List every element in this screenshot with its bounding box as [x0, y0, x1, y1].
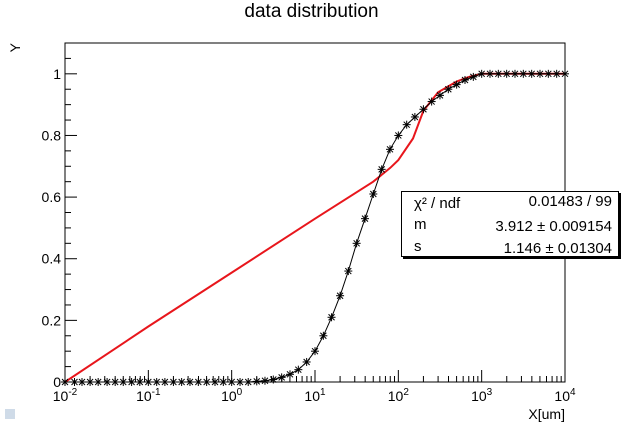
data-point-marker: [260, 376, 269, 385]
y-tick-label: 0: [53, 374, 61, 390]
data-point-marker: [502, 69, 511, 78]
data-point-marker: [444, 85, 453, 94]
s-value: 1.146 ± 0.01304: [503, 240, 612, 257]
data-point-marker: [477, 69, 486, 78]
data-point-marker: [402, 120, 411, 129]
s-label: s: [414, 238, 422, 255]
data-point-marker: [285, 370, 294, 379]
data-point-marker: [252, 377, 261, 386]
x-axis-label: X[um]: [528, 406, 565, 422]
x-tick-label: 100: [221, 387, 243, 404]
data-point-marker: [336, 291, 345, 300]
y-tick-label: 0.2: [42, 312, 62, 328]
data-point-marker: [469, 72, 478, 81]
y-axis-label: Y: [7, 42, 23, 52]
y-tick-label: 0.4: [42, 251, 62, 267]
data-point-marker: [377, 165, 386, 174]
data-point-marker: [527, 69, 536, 78]
data-point-marker: [294, 365, 303, 374]
data-point-marker: [352, 239, 361, 248]
data-point-marker: [385, 145, 394, 154]
m-label: m: [414, 216, 427, 233]
x-tick-label: 10-2: [53, 387, 78, 404]
data-point-marker: [311, 347, 319, 356]
x-tick-label: 104: [554, 387, 576, 404]
data-point-marker: [461, 75, 470, 84]
x-tick-label: 103: [471, 387, 493, 404]
y-tick-label: 0.6: [42, 189, 62, 205]
data-point-marker: [369, 190, 378, 199]
m-value: 3.912 ± 0.009154: [495, 218, 612, 235]
data-point-marker: [435, 91, 444, 100]
x-tick-label: 10-1: [136, 387, 161, 404]
data-point-marker: [519, 69, 528, 78]
data-point-marker: [544, 69, 553, 78]
data-point-marker: [360, 214, 369, 223]
data-point-marker: [302, 357, 311, 366]
axis-labels: 0 0.2 0.4 0.6 0.8 1 10-2 10-1 100 101 102 103 104 X[u…: [7, 42, 576, 422]
data-point-marker: [327, 313, 336, 322]
data-point-marker: [552, 69, 561, 78]
y-tick-label: 1: [53, 66, 61, 82]
data-point-marker: [536, 69, 545, 78]
data-point-marker: [394, 131, 403, 140]
fit-stats-box: χ² / ndf 0.01483 / 99 m 3.912 ± 0.009154…: [401, 191, 619, 257]
x-tick-label: 102: [388, 387, 410, 404]
data-point-marker: [277, 373, 286, 382]
y-tick-label: 0.8: [42, 127, 62, 143]
chi2-label: χ² / ndf: [414, 195, 461, 212]
chart-title: data distribution: [244, 1, 379, 22]
data-point-marker: [494, 69, 503, 78]
data-point-marker: [319, 331, 328, 340]
data-point-marker: [486, 69, 495, 78]
data-point-marker: [511, 69, 520, 78]
canvas-corner-marker: [5, 409, 15, 419]
data-point-marker: [427, 97, 436, 106]
data-point-marker: [344, 267, 353, 276]
x-tick-label: 101: [304, 387, 326, 404]
data-point-marker: [452, 80, 461, 89]
data-point-marker: [419, 105, 428, 114]
chi2-value: 0.01483 / 99: [528, 193, 612, 210]
data-point-marker: [410, 112, 419, 121]
